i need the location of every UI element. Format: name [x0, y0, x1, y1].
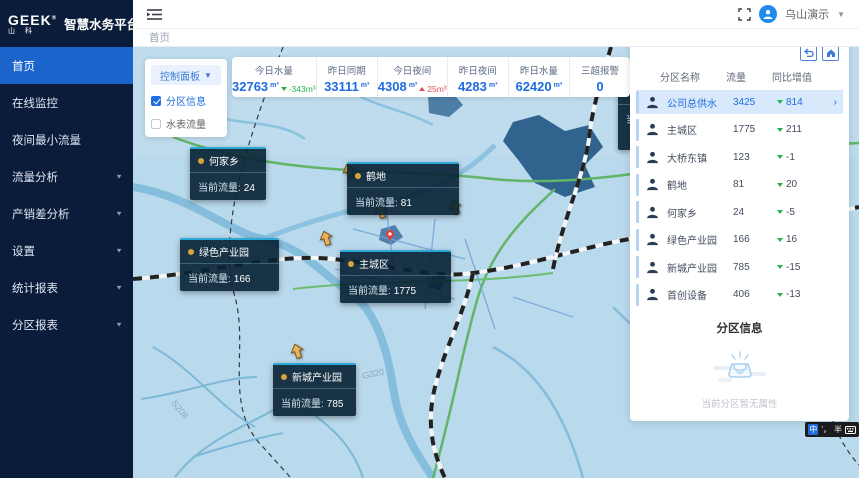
empty-box-icon — [713, 350, 766, 382]
checkbox-unchecked-icon — [151, 118, 161, 129]
trend-down-icon — [777, 182, 783, 187]
trend-up-icon — [419, 86, 426, 91]
map-tooltip-newtown-industrial-park: 新城产业园 当前流量: 785 — [273, 363, 356, 416]
zone-person-icon — [646, 178, 661, 191]
ime-language-button[interactable]: 中 — [808, 424, 819, 435]
map-tooltip-green-industrial-park: 绿色产业园 当前流量: 166 — [180, 238, 279, 291]
zone-info-empty-state: 当前分区暂无属性 — [630, 336, 849, 421]
trend-down-icon — [777, 155, 783, 159]
map-tooltip-hedi: 鹤地 当前流量: 81 — [347, 162, 459, 215]
chevron-down-icon: ▼ — [115, 320, 123, 329]
main-content: 乌山演示 ▼ 首页 — [133, 0, 859, 478]
map-road-label: G320 — [361, 367, 385, 381]
chevron-right-icon: › — [833, 96, 837, 108]
control-panel-button[interactable]: 控制面板 ▼ — [151, 65, 221, 85]
zone-person-icon — [646, 96, 661, 109]
map-marker[interactable] — [319, 230, 333, 251]
zone-person-icon — [646, 151, 661, 164]
fullscreen-icon[interactable] — [738, 7, 751, 21]
table-row-newtown-industrial-park[interactable]: 新城产业园 785 -15 — [636, 255, 843, 279]
table-row-hedi[interactable]: 鹤地 81 20 — [636, 172, 843, 197]
map-tooltip-hejiaxiang: 何家乡 当前流量: 24 — [190, 147, 266, 200]
chevron-down-icon: ▼ — [115, 209, 123, 218]
table-row-main-city[interactable]: 主城区 1775 211 — [636, 117, 843, 142]
sidebar-collapse-icon[interactable] — [147, 8, 162, 21]
zone-table-header: 分区名称 流量 同比增值 — [660, 73, 812, 84]
trend-down-icon — [777, 100, 783, 104]
ime-punctuation-button[interactable]: '， — [821, 425, 831, 434]
zone-panel: 分区流量 分区水量 产销差分析 分区名称 流量 同比增值 公 — [630, 10, 849, 421]
zone-dot-icon — [188, 248, 194, 255]
trend-down-icon — [777, 265, 783, 269]
sidebar-item-night-min-flow[interactable]: 夜间最小流量 — [12, 134, 81, 147]
checkbox-zone-info[interactable]: 分区信息 — [151, 93, 221, 108]
stat-yesterday-night: 昨日夜间 4283 m³ — [448, 57, 509, 97]
stat-today-night: 今日夜间 4308 m³ 25m³ — [378, 57, 448, 97]
sidebar-item-flow-analysis[interactable]: 流量分析 ▼ — [12, 171, 123, 184]
sidebar-item-settings[interactable]: 设置 ▼ — [12, 245, 123, 258]
breadcrumb-bar: 首页 — [133, 28, 859, 47]
chevron-down-icon: ▼ — [115, 172, 123, 181]
zone-person-icon — [646, 206, 661, 219]
sidebar-item-zone-reports[interactable]: 分区报表 ▼ — [12, 319, 123, 332]
avatar[interactable] — [759, 5, 778, 23]
trend-down-icon — [777, 210, 783, 214]
zone-person-icon — [646, 261, 661, 274]
stat-triple-exceed-alarm: 三超报警 0 — [580, 65, 619, 94]
zone-info-empty-text: 当前分区暂无属性 — [701, 398, 778, 410]
table-row-daqiao[interactable]: 大桥东镇 123 -1 — [636, 145, 843, 169]
checkbox-checked-icon — [151, 95, 161, 106]
sidebar-item-nrw-analysis[interactable]: 产销差分析 ▼ — [12, 208, 123, 221]
map-control-panel: 控制面板 ▼ 分区信息 水表流量 — [145, 59, 227, 137]
stat-yesterday-volume: 昨日水量 62420 m³ — [509, 57, 570, 97]
zone-person-icon — [646, 233, 661, 246]
zone-table: 公司总供水 3425 814 › 主城区 1775 211 大桥东镇 123 -… — [630, 90, 849, 310]
user-menu-caret-icon[interactable]: ▼ — [837, 9, 845, 19]
username[interactable]: 乌山演示 — [785, 9, 830, 21]
map-tooltip-main-city: 主城区 当前流量: 1775 — [340, 250, 451, 303]
map-marker[interactable] — [290, 343, 304, 364]
table-row-green-industrial-park[interactable]: 绿色产业园 166 16 — [636, 227, 843, 252]
trend-down-icon — [777, 237, 783, 242]
breadcrumb[interactable]: 首页 — [149, 32, 170, 44]
logo-icon: GEEK® 山 科 — [8, 11, 58, 35]
app-title: 智慧水务平台 — [64, 18, 140, 32]
stats-card: 今日水量 32763 m³ -343m³ 昨日同期 33111 m³ 今日夜间 430… — [232, 57, 630, 97]
topbar: 乌山演示 ▼ — [133, 0, 859, 28]
app-logo: GEEK® 山 科 智慧水务平台 — [0, 0, 139, 47]
zone-dot-icon — [355, 172, 361, 179]
zone-dot-icon — [348, 260, 354, 267]
zone-dot-icon — [281, 373, 287, 380]
zone-person-icon — [646, 123, 661, 136]
ime-keyboard-icon[interactable] — [845, 425, 856, 434]
stat-today-volume: 今日水量 32763 m³ -343m³ — [232, 57, 317, 97]
zone-info-title: 分区信息 — [716, 323, 763, 335]
chevron-down-icon: ▼ — [204, 70, 212, 80]
table-row-hejiaxiang[interactable]: 何家乡 24 -5 — [636, 200, 843, 224]
ime-toolbar: 中 '， 半 — [805, 422, 859, 437]
zone-dot-icon — [198, 157, 204, 164]
checkbox-meter-flow[interactable]: 水表流量 — [151, 116, 221, 131]
chevron-down-icon: ▼ — [115, 283, 123, 292]
zone-person-icon — [646, 288, 661, 301]
sidebar-item-stat-reports[interactable]: 统计报表 ▼ — [12, 282, 123, 295]
stat-yesterday-same-period: 昨日同期 33111 m³ — [317, 57, 378, 97]
sidebar-item-home[interactable]: 首页 — [0, 47, 133, 84]
sidebar: GEEK® 山 科 智慧水务平台 首页 在线监控 夜间最小流量 流量分析 ▼ 产销… — [0, 0, 139, 478]
trend-down-icon — [777, 127, 783, 132]
trend-down-icon — [777, 292, 783, 297]
map-pin-icon[interactable] — [385, 229, 395, 248]
chevron-down-icon: ▼ — [115, 246, 123, 255]
table-row-company-total[interactable]: 公司总供水 3425 814 › — [636, 90, 843, 114]
table-row-shouchuang-equipment[interactable]: 首创设备 406 -13 — [636, 282, 843, 307]
ime-shape-button[interactable]: 半 — [834, 425, 842, 434]
trend-down-icon — [280, 86, 287, 91]
sidebar-item-online-monitoring[interactable]: 在线监控 — [12, 97, 58, 110]
